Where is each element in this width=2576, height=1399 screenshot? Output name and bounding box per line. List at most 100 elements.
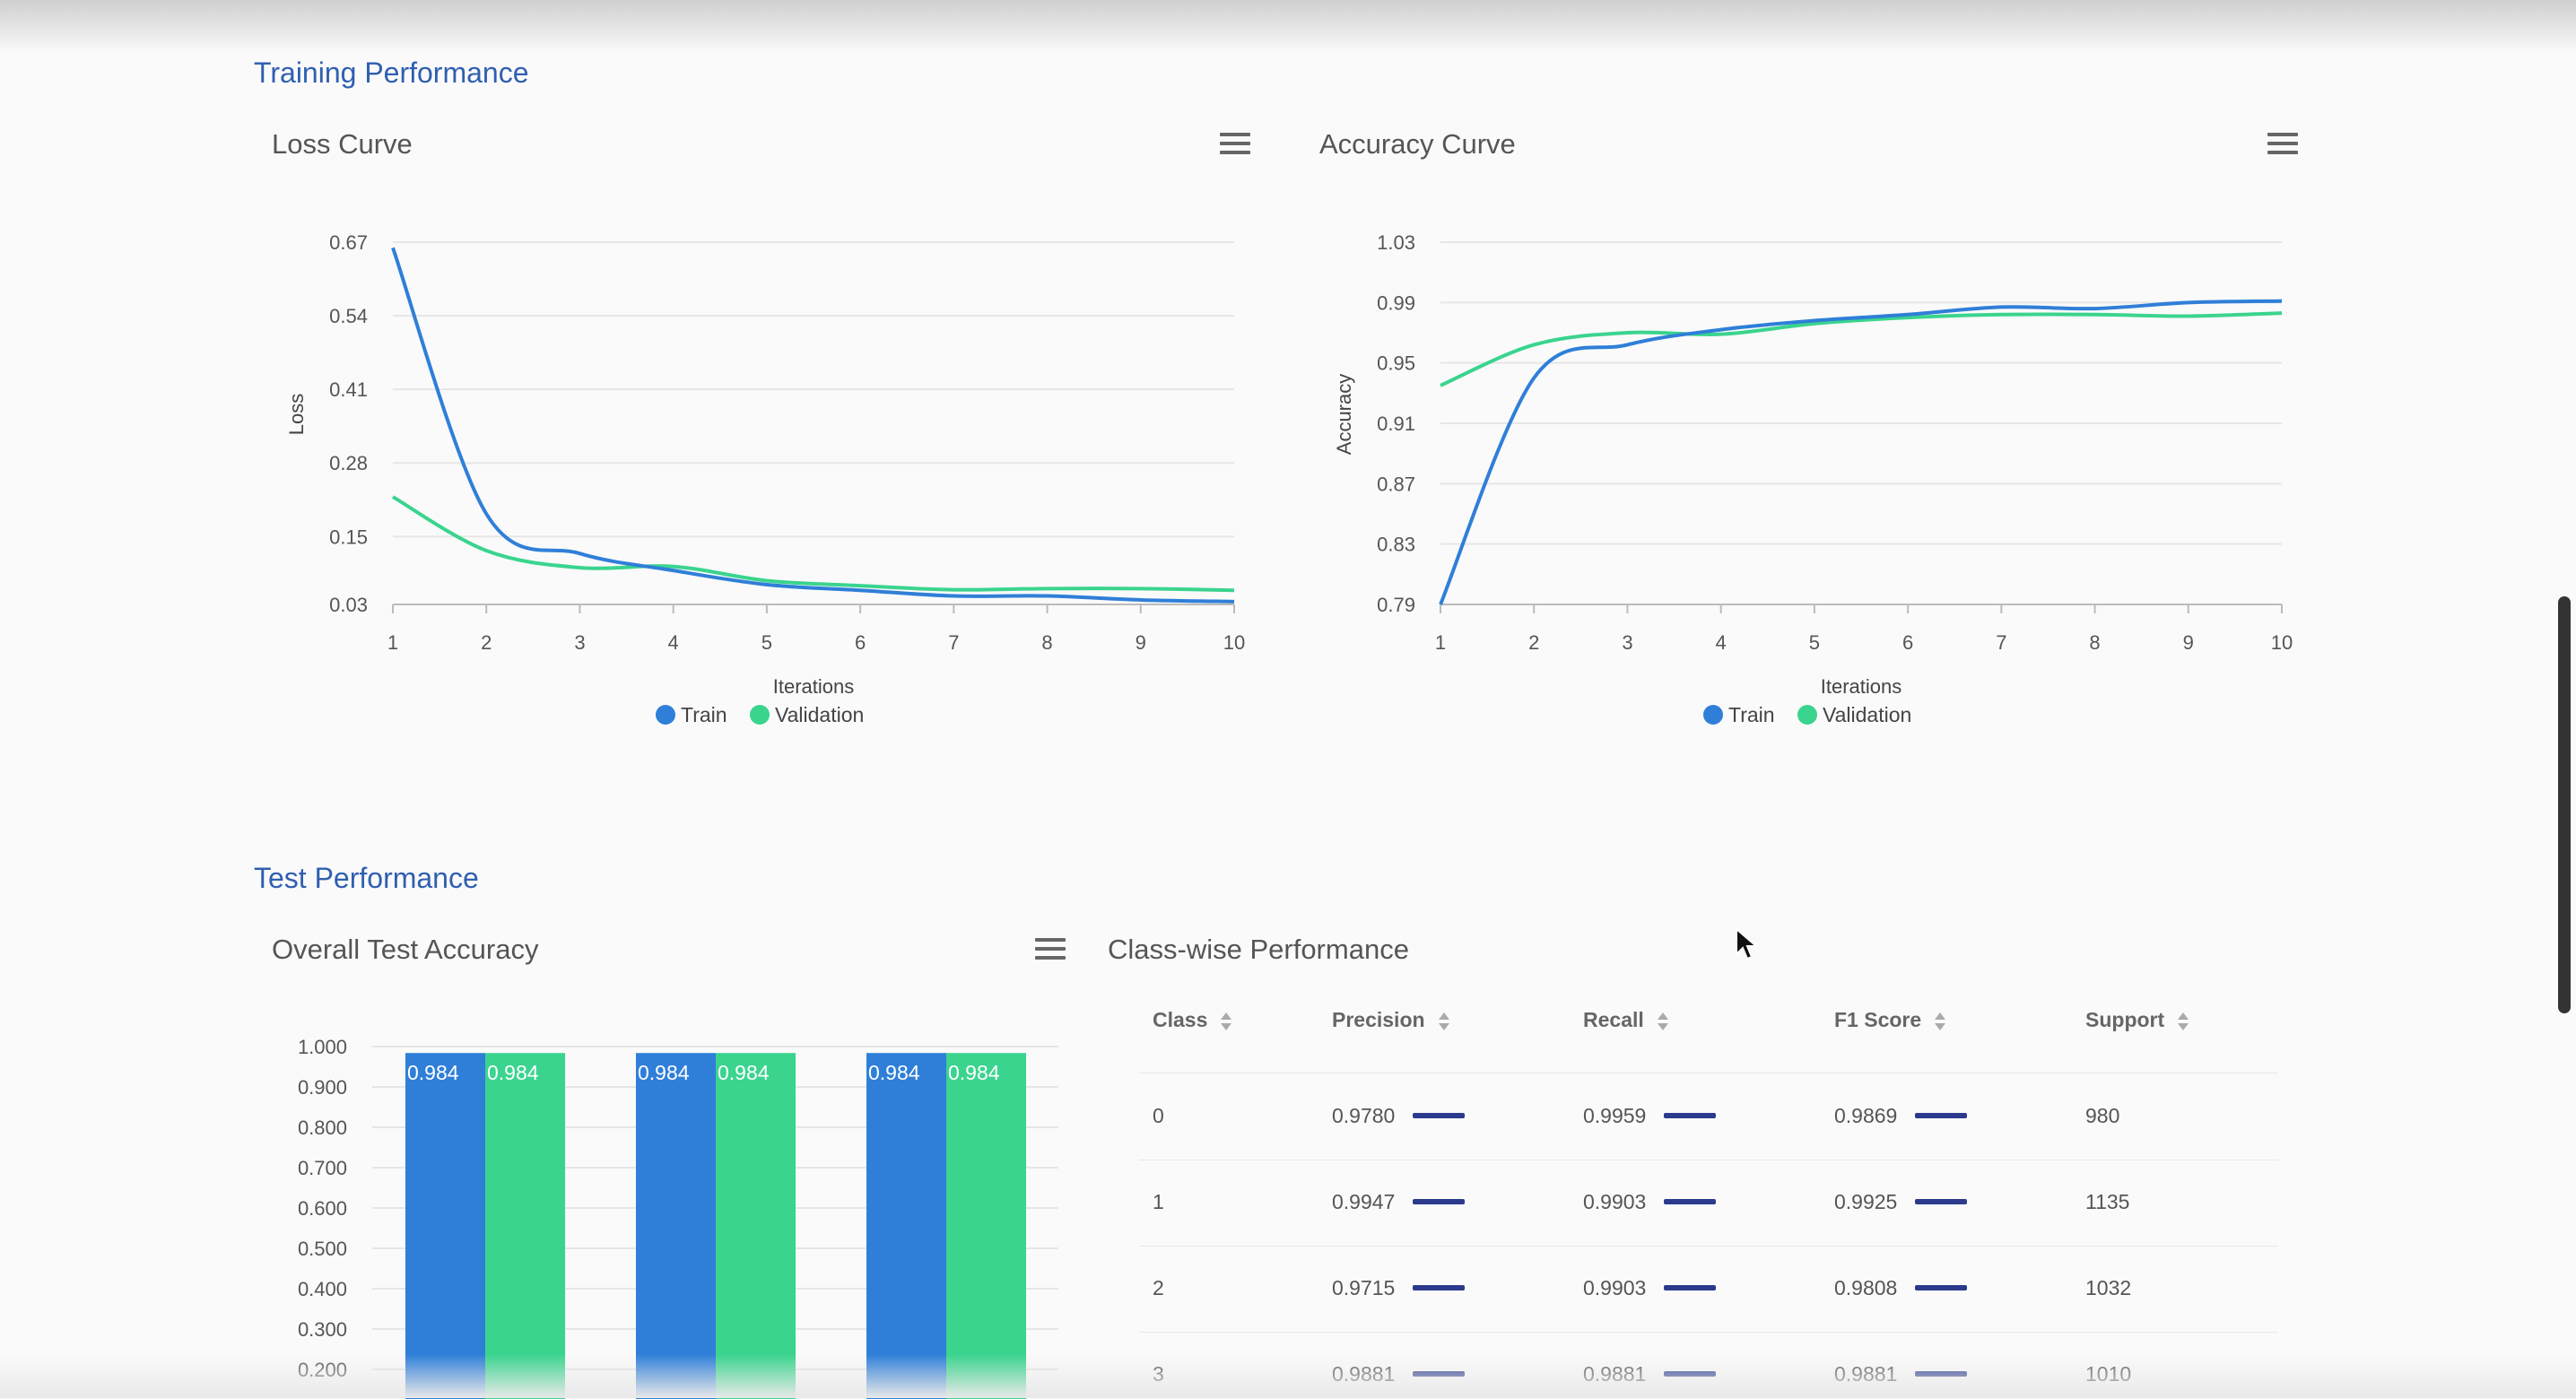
recall-mini-bar	[1664, 1371, 1716, 1377]
y-tick-label: 0.800	[298, 1117, 347, 1139]
legend-validation-marker	[750, 705, 770, 725]
cell-f1: 0.9808	[1834, 1276, 1898, 1299]
sort-icon[interactable]	[1934, 1011, 1946, 1032]
bar-validation-label: 0.984	[718, 1061, 770, 1084]
bar-train	[636, 1053, 716, 1399]
series-line-validation	[1440, 311, 2283, 387]
sort-icon[interactable]	[2177, 1011, 2189, 1032]
y-tick-label: 0.400	[298, 1278, 347, 1300]
y-tick-label: 1.03	[1377, 231, 1415, 254]
overall-chart-menu-icon[interactable]	[1035, 938, 1066, 960]
x-tick-label: 2	[481, 631, 492, 654]
precision-mini-bar	[1413, 1371, 1465, 1377]
x-tick-label: 6	[1902, 631, 1913, 654]
legend-validation-marker	[1797, 705, 1817, 725]
cell-f1: 0.9925	[1834, 1190, 1898, 1213]
sort-icon[interactable]	[1438, 1011, 1450, 1032]
x-tick-label: 9	[2183, 631, 2194, 654]
sort-icon[interactable]	[1220, 1011, 1232, 1032]
bar-validation	[946, 1053, 1026, 1399]
top-shade	[0, 0, 2576, 54]
header-precision[interactable]: Precision	[1332, 1008, 1450, 1032]
y-tick-label: 0.95	[1377, 352, 1415, 375]
table-row-divider	[1139, 1332, 2278, 1333]
cell-recall: 0.9881	[1583, 1362, 1647, 1386]
header-class[interactable]: Class	[1153, 1008, 1232, 1032]
mouse-cursor-icon	[1736, 927, 1758, 960]
y-tick-label: 0.03	[329, 594, 368, 616]
y-tick-label: 0.41	[329, 378, 368, 401]
f1-mini-bar	[1915, 1113, 1967, 1118]
sort-icon[interactable]	[1657, 1011, 1669, 1032]
y-tick-label: 0.83	[1377, 534, 1415, 556]
y-tick-label: 0.79	[1377, 594, 1415, 616]
cell-precision: 0.9780	[1332, 1104, 1396, 1127]
legend-train-marker	[1703, 705, 1723, 725]
cell-class: 0	[1153, 1104, 1164, 1127]
section-title-training: Training Performance	[254, 56, 529, 89]
cell-class: 1	[1153, 1190, 1164, 1213]
cell-support: 1010	[2085, 1362, 2132, 1386]
x-axis-title: Iterations	[773, 675, 855, 698]
cell-f1: 0.9881	[1834, 1362, 1898, 1386]
series-line-train	[1439, 299, 2283, 605]
cell-class: 2	[1153, 1276, 1164, 1299]
cell-precision: 0.9881	[1332, 1362, 1396, 1386]
x-tick-label: 7	[1996, 631, 2006, 654]
series-line-train	[391, 247, 1235, 604]
bar-validation-label: 0.984	[948, 1061, 1000, 1084]
y-tick-label: 0.700	[298, 1157, 347, 1179]
bar-validation-label: 0.984	[487, 1061, 539, 1084]
cell-class: 3	[1153, 1362, 1164, 1386]
overall-accuracy-chart: 1.000 0.900 0.800 0.700 0.600 0.500 0.400 0.300…	[298, 1036, 1058, 1399]
recall-mini-bar	[1664, 1285, 1716, 1290]
cell-precision: 0.9715	[1332, 1276, 1396, 1299]
legend-train-label: Train	[681, 703, 727, 726]
recall-mini-bar	[1664, 1113, 1716, 1118]
header-f1[interactable]: F1 Score	[1834, 1008, 1946, 1032]
f1-mini-bar	[1915, 1285, 1967, 1290]
table-row-divider	[1139, 1246, 2278, 1247]
x-tick-label: 6	[855, 631, 866, 654]
legend-train-marker	[656, 705, 675, 725]
accuracy-chart-menu-icon[interactable]	[2267, 133, 2298, 154]
y-axis-title: Accuracy	[1333, 374, 1355, 455]
precision-mini-bar	[1413, 1199, 1465, 1204]
header-precision-label: Precision	[1332, 1008, 1425, 1031]
y-axis-title: Loss	[285, 394, 308, 435]
y-tick-label: 0.600	[298, 1197, 347, 1220]
header-recall[interactable]: Recall	[1583, 1008, 1669, 1032]
header-support-label: Support	[2085, 1008, 2165, 1031]
cell-recall: 0.9903	[1583, 1190, 1647, 1213]
vertical-scrollbar[interactable]	[2558, 596, 2571, 1013]
x-tick-label: 4	[668, 631, 679, 654]
x-tick-label: 5	[1809, 631, 1820, 654]
cell-recall: 0.9903	[1583, 1276, 1647, 1299]
y-tick-label: 0.15	[329, 526, 368, 548]
f1-mini-bar	[1915, 1199, 1967, 1204]
x-tick-label: 5	[761, 631, 772, 654]
accuracy-chart: 1.03 0.99 0.95 0.91 0.87 0.83 0.79 1 2 3 4 5 6 7 8 9 10 I…	[1333, 231, 2293, 726]
bar-train-label: 0.984	[407, 1061, 459, 1084]
header-class-label: Class	[1153, 1008, 1208, 1031]
loss-chart: 0.67 0.54 0.41 0.28 0.15 0.03 1 2 3 4 5 6 7 8 9 10 Itera…	[285, 231, 1245, 726]
bar-train-label: 0.984	[868, 1061, 920, 1084]
header-recall-label: Recall	[1583, 1008, 1644, 1031]
header-support[interactable]: Support	[2085, 1008, 2189, 1032]
loss-chart-menu-icon[interactable]	[1220, 133, 1250, 154]
x-tick-label: 3	[574, 631, 585, 654]
x-tick-label: 4	[1716, 631, 1727, 654]
bar-train	[405, 1053, 485, 1399]
y-tick-label: 0.500	[298, 1238, 347, 1260]
cell-support: 1032	[2085, 1276, 2132, 1299]
y-tick-label: 0.28	[329, 452, 368, 474]
cell-f1: 0.9869	[1834, 1104, 1898, 1127]
section-title-test: Test Performance	[254, 862, 479, 894]
card-title-accuracy: Accuracy Curve	[1319, 128, 1516, 160]
bar-train-label: 0.984	[638, 1061, 690, 1084]
x-tick-label: 2	[1528, 631, 1539, 654]
x-axis-title: Iterations	[1821, 675, 1902, 698]
card-title-classwise: Class-wise Performance	[1108, 934, 1409, 965]
y-tick-label: 0.900	[298, 1076, 347, 1099]
cell-precision: 0.9947	[1332, 1190, 1396, 1213]
